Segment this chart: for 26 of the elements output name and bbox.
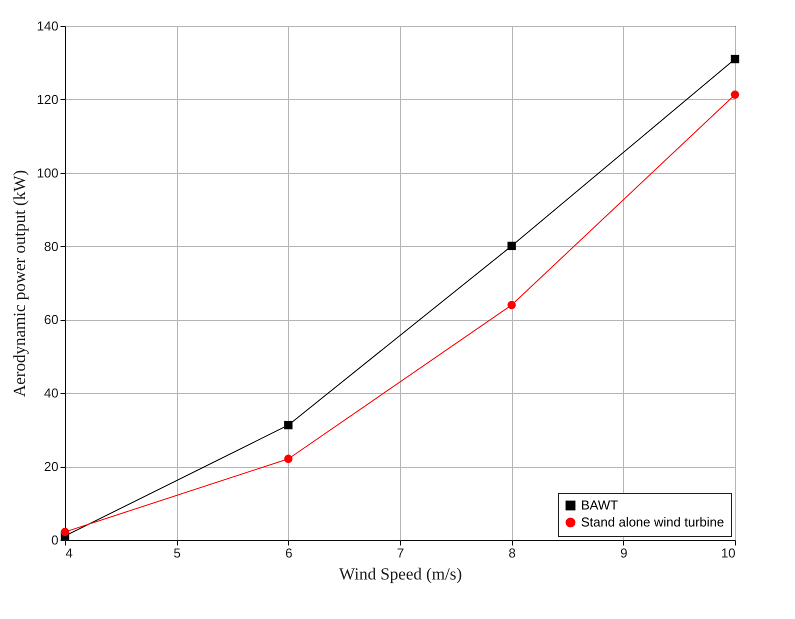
x-axis-title: Wind Speed (m/s): [338, 564, 462, 584]
y-tick-label: 60: [44, 312, 58, 328]
y-tick-label: 0: [51, 532, 58, 548]
y-tick-label: 140: [36, 18, 58, 34]
point: [507, 242, 516, 250]
x-tick-label: 9: [620, 546, 628, 560]
point: [60, 528, 70, 536]
y-tick-label: 20: [44, 459, 58, 474]
x-tick-label: 10: [721, 546, 736, 560]
point: [284, 454, 293, 464]
point: [507, 300, 516, 310]
point: [730, 90, 740, 99]
y-tick-label: 80: [44, 238, 58, 254]
x-tick-label: 8: [508, 546, 516, 560]
legend-label: Stand alone wind turbine: [581, 514, 724, 530]
y-tick-label: 120: [36, 92, 58, 107]
y-tick-label: 40: [44, 386, 58, 401]
x-tick-label: 4: [66, 546, 73, 560]
x-tick-label: 5: [174, 546, 181, 560]
y-axis-title: Aerodynamic power output (kW): [10, 170, 29, 398]
x-tick-label: 7: [396, 546, 404, 560]
x-tick-label: 6: [285, 546, 292, 560]
point: [284, 420, 293, 430]
point: [730, 54, 740, 64]
legend-label: BAWT: [581, 498, 618, 512]
y-tick-label: 100: [36, 165, 58, 180]
